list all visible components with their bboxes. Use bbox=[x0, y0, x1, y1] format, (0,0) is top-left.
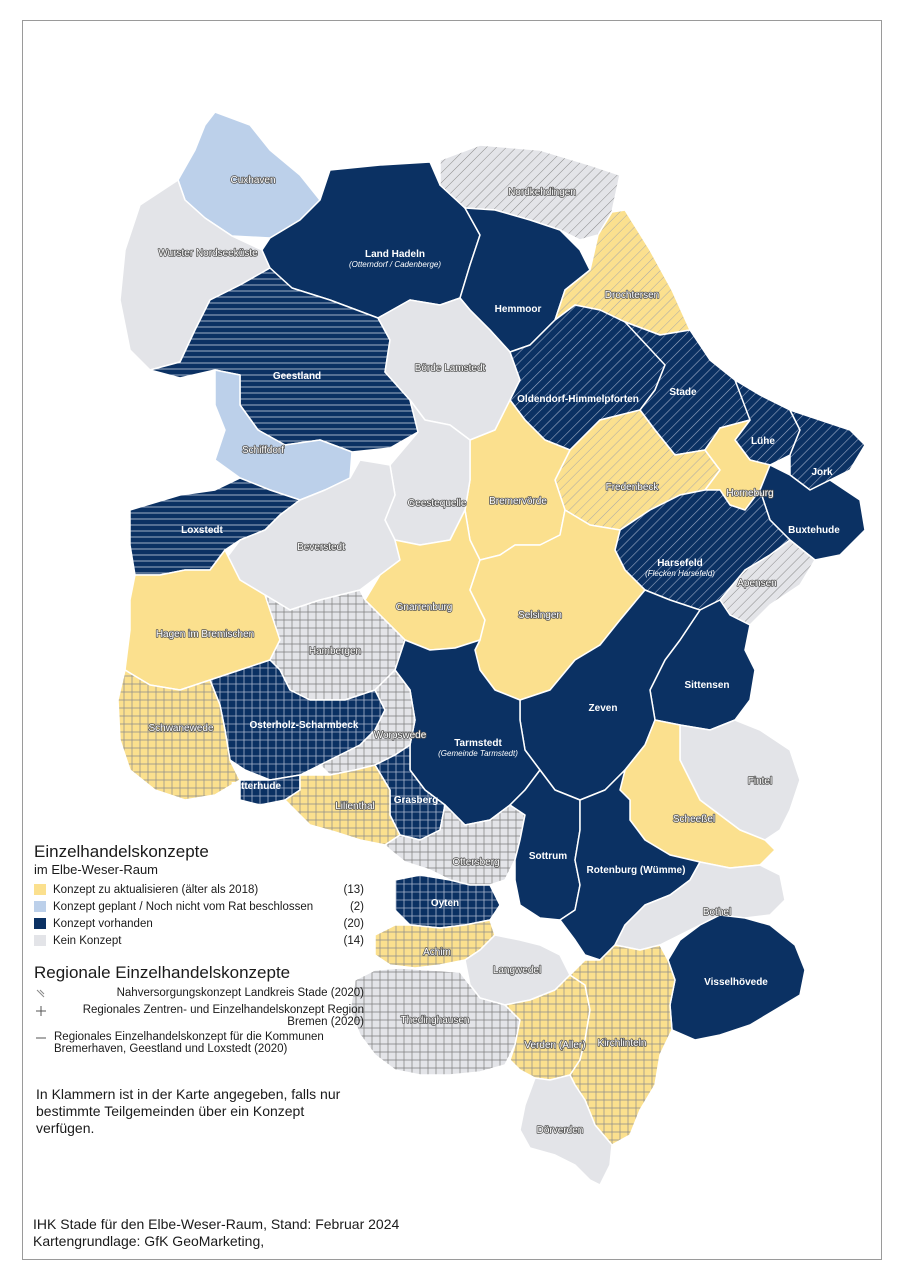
label-land-hadeln-sub: (Otterndorf / Cadenberge) bbox=[349, 260, 441, 269]
label-wurster-nordseekueste: Wurster Nordseeküste bbox=[158, 248, 258, 259]
legend-count: (20) bbox=[343, 917, 364, 930]
region-jork bbox=[789, 409, 866, 491]
horizontal-hatch-icon bbox=[36, 1037, 46, 1039]
label-schwanewede: Schwanewede bbox=[148, 723, 213, 734]
regional-item-bremen: Regionales Zentren- und Einzelhandelskon… bbox=[34, 1004, 364, 1028]
label-harsefeld: Harsefeld bbox=[657, 558, 703, 569]
diagonal-hatch-icon bbox=[36, 989, 45, 998]
label-luehe: Lühe bbox=[751, 436, 775, 447]
label-apensen: Apensen bbox=[737, 578, 776, 589]
label-verden-aller: Verden (Aller) bbox=[524, 1040, 585, 1051]
label-loxstedt: Loxstedt bbox=[181, 525, 223, 536]
credits-line-2: Kartengrundlage: GfK GeoMarketing, bbox=[33, 1233, 265, 1249]
region-oyten bbox=[394, 874, 501, 929]
swatch-planned bbox=[34, 901, 46, 912]
label-doerverden: Dörverden bbox=[537, 1125, 584, 1136]
legend-item-exists: Konzept vorhanden (20) bbox=[34, 915, 364, 932]
legend-subtitle: im Elbe-Weser-Raum bbox=[34, 862, 159, 877]
label-tarmstedt: Tarmstedt bbox=[454, 738, 502, 749]
label-cuxhaven: Cuxhaven bbox=[230, 175, 275, 186]
label-kirchlinteln: Kirchlinteln bbox=[598, 1038, 647, 1049]
region-beverstedt bbox=[224, 459, 401, 611]
legend-label: Kein Konzept bbox=[53, 934, 122, 947]
region-thedinghausen bbox=[349, 967, 521, 1076]
legend-item-none: Kein Konzept (14) bbox=[34, 932, 364, 949]
label-hagen-im-bremischen: Hagen im Bremischen bbox=[156, 629, 254, 640]
label-lilienthal: Lilienthal bbox=[335, 801, 374, 812]
label-horneburg: Horneburg bbox=[726, 488, 773, 499]
legend-label: Konzept vorhanden bbox=[53, 917, 153, 930]
label-rotenburg-wuemme: Rotenburg (Wümme) bbox=[587, 865, 686, 876]
legend-count: (13) bbox=[343, 883, 364, 896]
label-hemmoor: Hemmoor bbox=[495, 304, 542, 315]
label-gnarrenburg: Gnarrenburg bbox=[396, 602, 453, 613]
label-oyten: Oyten bbox=[431, 898, 459, 909]
label-sittensen: Sittensen bbox=[684, 680, 729, 691]
label-worpswede: Worpswede bbox=[374, 730, 427, 741]
region-bothel bbox=[614, 861, 786, 951]
label-fredenbeck: Fredenbeck bbox=[606, 482, 660, 493]
label-beverstedt: Beverstedt bbox=[297, 542, 345, 553]
region-kirchlinteln bbox=[569, 944, 676, 1146]
regional-label: Regionales Einzelhandelskonzept für die … bbox=[54, 1031, 324, 1055]
label-langwedel: Langwedel bbox=[493, 965, 541, 976]
regional-label: Nahversorgungskonzept Landkreis Stade (2… bbox=[116, 987, 364, 999]
legend: Einzelhandelskonzepte im Elbe-Weser-Raum… bbox=[34, 842, 364, 1058]
label-thedinghausen: Thedinghausen bbox=[401, 1015, 470, 1026]
label-scheessel: Scheeßel bbox=[673, 814, 715, 825]
label-bothel: Bothel bbox=[703, 907, 731, 918]
swatch-none bbox=[34, 935, 46, 946]
legend-label: Konzept zu aktualisieren (älter als 2018… bbox=[53, 883, 259, 896]
label-ritterhude: Ritterhude bbox=[231, 781, 281, 792]
label-selsingen: Selsingen bbox=[518, 610, 562, 621]
label-sottrum: Sottrum bbox=[529, 851, 567, 862]
region-cuxhaven bbox=[177, 111, 321, 239]
label-bremervoerde: Bremervörde bbox=[489, 496, 547, 507]
regional-item-stade: Nahversorgungskonzept Landkreis Stade (2… bbox=[34, 987, 364, 1001]
cross-hatch-icon bbox=[36, 1006, 46, 1016]
label-achim: Achim bbox=[423, 947, 451, 958]
legend-item-update: Konzept zu aktualisieren (älter als 2018… bbox=[34, 881, 364, 898]
label-stade: Stade bbox=[669, 387, 697, 398]
label-nordkehdingen: Nordkehdingen bbox=[508, 187, 576, 198]
label-boerde-lamstedt: Börde Lamstedt bbox=[415, 363, 486, 374]
swatch-exists bbox=[34, 918, 46, 929]
label-osterholz-scharmbeck: Osterholz-Scharmbeck bbox=[250, 720, 359, 731]
label-oldendorf-himmelpforten: Oldendorf-Himmelpforten bbox=[517, 394, 639, 405]
map-credits: IHK Stade für den Elbe-Weser-Raum, Stand… bbox=[33, 1216, 399, 1250]
credits-line-1: IHK Stade für den Elbe-Weser-Raum, Stand… bbox=[33, 1216, 400, 1232]
label-buxtehude: Buxtehude bbox=[788, 525, 840, 536]
map-frame bbox=[22, 20, 882, 1260]
legend-label: Konzept geplant / Noch nicht vom Rat bes… bbox=[53, 900, 314, 913]
region-doerverden bbox=[519, 1074, 613, 1186]
label-geestequelle: Geestequelle bbox=[408, 498, 467, 509]
label-land-hadeln: Land Hadeln bbox=[365, 249, 425, 260]
swatch-update bbox=[34, 884, 46, 895]
label-tarmstedt-sub: (Gemeinde Tarmstedt) bbox=[438, 749, 518, 758]
label-zeven: Zeven bbox=[589, 703, 618, 714]
legend-item-planned: Konzept geplant / Noch nicht vom Rat bes… bbox=[34, 898, 364, 915]
label-geestland: Geestland bbox=[273, 371, 321, 382]
label-fintel: Fintel bbox=[748, 776, 772, 787]
label-hambergen: Hambergen bbox=[309, 646, 361, 657]
map-labels: Cuxhaven Nordkehdingen Land Hadeln (Otte… bbox=[148, 174, 841, 1137]
label-harsefeld-sub: (Flecken Harsefeld) bbox=[645, 569, 715, 578]
label-grasberg: Grasberg bbox=[394, 795, 438, 806]
legend-count: (14) bbox=[343, 934, 364, 947]
map-note: In Klammern ist in der Karte angegeben, … bbox=[36, 1086, 341, 1136]
legend-count: (2) bbox=[349, 900, 364, 913]
label-drochtersen: Drochtersen bbox=[605, 290, 659, 301]
label-jork: Jork bbox=[811, 467, 833, 478]
label-ottersberg: Ottersberg bbox=[452, 857, 499, 868]
regional-item-bremerhaven: Regionales Einzelhandelskonzept für die … bbox=[34, 1031, 364, 1055]
legend-title: Einzelhandelskonzepte bbox=[34, 842, 209, 861]
regional-legend-title: Regionale Einzelhandelskonzepte bbox=[34, 963, 291, 982]
regional-label: Regionales Zentren- und Einzelhandelskon… bbox=[82, 1004, 364, 1028]
label-schiffdorf: Schiffdorf bbox=[242, 445, 284, 456]
label-visselhoevede: Visselhövede bbox=[704, 977, 768, 988]
